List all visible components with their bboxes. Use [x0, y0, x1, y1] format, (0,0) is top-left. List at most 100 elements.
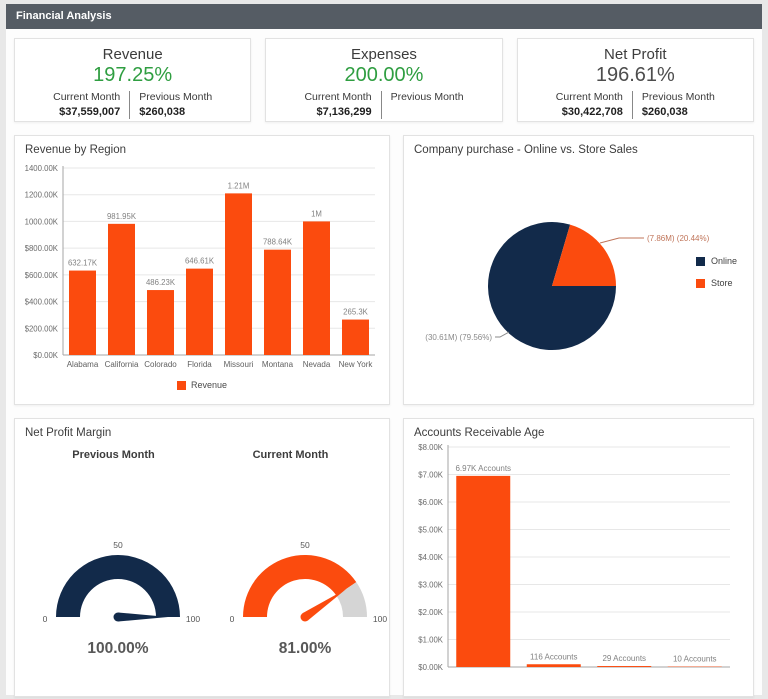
chart-text: 486.23K	[146, 278, 176, 287]
chart-text: 81.00%	[279, 640, 332, 657]
kpi-percent: 197.25%	[93, 64, 173, 86]
kpi-previous-label: Previous Month	[390, 91, 464, 103]
kpi-current-label: Current Month	[304, 91, 372, 103]
chart-text: 50	[113, 540, 123, 550]
chart-text: $600.00K	[25, 271, 59, 280]
kpi-row: Revenue 197.25% Current Month $37,559,00…	[14, 38, 754, 122]
chart-text: 29 Accounts	[602, 654, 646, 663]
bar-colorado[interactable]	[147, 290, 174, 355]
revenue-legend[interactable]: Revenue	[25, 380, 379, 390]
kpi-card-revenue[interactable]: Revenue 197.25% Current Month $37,559,00…	[14, 38, 252, 122]
charts-grid: Revenue by Region $0.00K $200.00K $400.00K…	[14, 135, 754, 697]
chart-title: Company purchase - Online vs. Store Sale…	[414, 144, 638, 156]
ar-age-card: Accounts Receivable Age $0.00K $1.00K $2.0…	[403, 418, 754, 697]
gauge-needle-knob	[113, 612, 123, 622]
chart-text: 1.21M	[228, 181, 250, 190]
pie-slice-store[interactable]	[552, 224, 616, 286]
chart-text: $7.00K	[418, 471, 444, 480]
chart-text: 632.17K	[68, 259, 98, 268]
chart-text: $3.00K	[418, 581, 444, 590]
kpi-card-net-profit[interactable]: Net Profit 196.61% Current Month $30,422…	[516, 38, 754, 122]
gauge-svg-previous-month: 0 50 100 100.00%	[43, 540, 201, 657]
dashboard: Financial Analysis Revenue 197.25% Curre…	[6, 4, 762, 697]
chart-text: California	[105, 360, 139, 369]
chart-text: 100	[186, 614, 200, 624]
bar-nevada[interactable]	[303, 221, 330, 355]
chart-text: 265.3K	[343, 308, 369, 317]
legend-swatch	[695, 256, 705, 266]
bar-alabama[interactable]	[69, 270, 96, 355]
chart-text: $1.00K	[418, 636, 444, 645]
bar-0[interactable]	[456, 475, 511, 667]
legend-swatch	[695, 278, 705, 288]
gauge-title-previous: Previous Month	[72, 449, 155, 461]
chart-text: $0.00K	[33, 351, 59, 360]
kpi-current: Current Month $7,136,299	[295, 91, 382, 119]
chart-title: Net Profit Margin	[25, 427, 112, 439]
gauge-arc-filled[interactable]	[56, 555, 180, 617]
chart-text: $1200.00K	[25, 191, 59, 200]
chart-text: $2.00K	[418, 608, 444, 617]
chart-text: Alabama	[67, 360, 99, 369]
kpi-previous: Previous Month	[382, 91, 473, 119]
bar-montana[interactable]	[264, 249, 291, 355]
chart-text: 6.97K Accounts	[455, 464, 511, 473]
chart-text: $1400.00K	[25, 164, 59, 173]
kpi-current-label: Current Month	[53, 91, 121, 103]
gauge-row: 0 50 100 100.00% 0 50 100 81.00%	[25, 507, 388, 682]
chart-text: 0	[230, 614, 235, 624]
chart-text: 100	[373, 614, 387, 624]
chart-text: $800.00K	[25, 244, 59, 253]
chart-text: (30.61M) (79.56%)	[425, 333, 492, 342]
legend-label: Online	[710, 256, 737, 266]
bar-1[interactable]	[526, 664, 581, 667]
bar-new-york[interactable]	[342, 319, 369, 355]
kpi-split: Current Month $7,136,299 Previous Month	[266, 91, 501, 119]
kpi-card-expenses[interactable]: Expenses 200.00% Current Month $7,136,29…	[265, 38, 503, 122]
chart-text: $5.00K	[418, 526, 444, 535]
legend-swatch	[176, 380, 186, 390]
ar-age-svg: $0.00K $1.00K $2.00K $3.00K $4.00K $5.00K $6.0…	[418, 443, 730, 672]
chart-text: Missouri	[224, 360, 254, 369]
revenue-by-region-card: Revenue by Region $0.00K $200.00K $400.00K…	[14, 135, 390, 405]
kpi-current-value: $7,136,299	[316, 105, 372, 118]
kpi-current-value: $30,422,708	[561, 105, 623, 118]
legend-label: Store	[710, 278, 733, 288]
chart-text: $1000.00K	[25, 217, 59, 226]
gauge-arc-rest[interactable]	[336, 582, 367, 617]
gauge-previous-month: 0 50 100 100.00%	[25, 507, 212, 682]
callout-line-store	[599, 237, 644, 244]
gauge-needle	[118, 612, 168, 622]
chart-text: 100.00%	[87, 640, 148, 657]
chart-text: Montana	[262, 360, 294, 369]
bar-florida[interactable]	[186, 268, 213, 355]
bar-missouri[interactable]	[225, 193, 252, 355]
kpi-previous-value: $260,038	[139, 105, 186, 118]
bar-california[interactable]	[108, 223, 135, 355]
kpi-previous-label: Previous Month	[139, 91, 213, 103]
legend-item-online[interactable]: Online	[695, 256, 737, 266]
kpi-current: Current Month $37,559,007	[44, 91, 131, 119]
kpi-title: Revenue	[102, 46, 163, 63]
chart-text: $200.00K	[25, 324, 59, 333]
bar-2[interactable]	[597, 666, 652, 667]
net-profit-margin-card: Net Profit Margin Previous Month Current…	[14, 418, 390, 697]
chart-text: 10 Accounts	[673, 655, 717, 664]
chart-text: $400.00K	[25, 298, 59, 307]
purchase-pie-chart: (30.61M) (79.56%) (7.86M) (20.44%)	[414, 156, 743, 386]
chart-title: Accounts Receivable Age	[414, 427, 545, 439]
chart-text: Nevada	[303, 360, 331, 369]
revenue-by-region-svg: $0.00K $200.00K $400.00K $600.00K $800.00K $1…	[20, 164, 375, 369]
legend-item-store[interactable]: Store	[695, 278, 737, 288]
kpi-percent: 196.61%	[595, 64, 675, 86]
kpi-split: Current Month $30,422,708 Previous Month…	[518, 91, 753, 119]
gauge-current-month: 0 50 100 81.00%	[212, 507, 389, 682]
chart-text: New York	[339, 360, 374, 369]
chart-text: $4.00K	[418, 553, 444, 562]
callout-line-online	[495, 331, 510, 338]
chart-text: Colorado	[144, 360, 177, 369]
revenue-bar-chart: $0.00K $200.00K $400.00K $600.00K $800.00K $1…	[20, 156, 379, 377]
gauge-arc-filled[interactable]	[243, 555, 357, 617]
kpi-percent: 200.00%	[344, 64, 424, 86]
gauge-svg-current-month: 0 50 100 81.00%	[230, 540, 388, 657]
